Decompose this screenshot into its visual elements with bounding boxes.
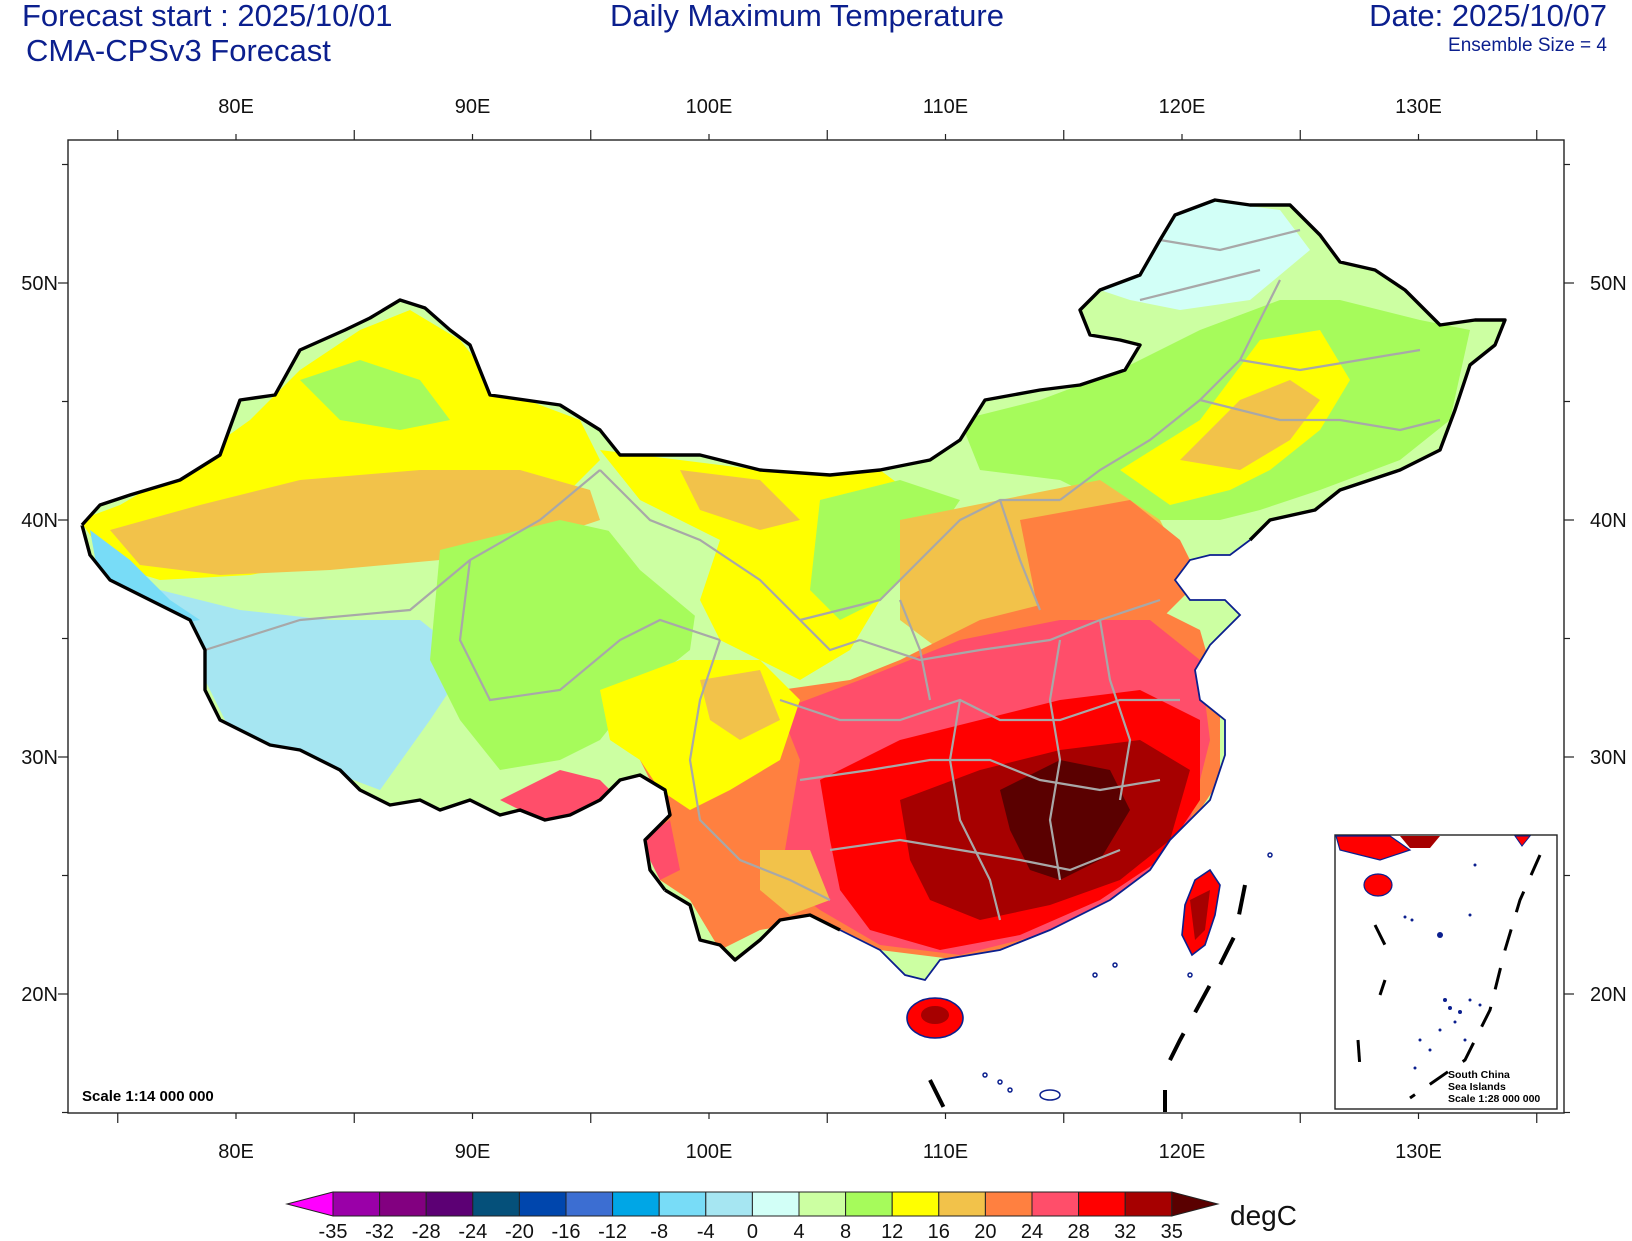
latitude-labels: 50N 50N 40N 40N 30N 30N 20N 20N: [21, 273, 1626, 1006]
small-islands: [982, 852, 1273, 1101]
lon-label-bottom: 100E: [686, 1141, 733, 1163]
colorbar-level-label: -8: [650, 1221, 668, 1241]
axis-ticks: [58, 130, 1574, 1123]
inset-label-line-3: Scale 1:28 000 000: [1448, 1093, 1540, 1105]
colorbar-swatch: [1078, 1191, 1126, 1217]
lat-label-left: 40N: [21, 510, 58, 532]
colorbar-unit: degC: [1230, 1200, 1297, 1231]
colorbar-swatch: [1031, 1191, 1080, 1217]
colorbar-level-label: 24: [1021, 1221, 1043, 1241]
lon-label-bottom: 120E: [1159, 1141, 1206, 1163]
colorbar-low-arrow: [285, 1191, 334, 1217]
colorbar-swatch: [658, 1191, 707, 1217]
colorbar-level-label: 32: [1114, 1221, 1136, 1241]
colorbar-swatch: [612, 1191, 660, 1217]
colorbar-level-label: -20: [505, 1221, 534, 1241]
colorbar-level-label: 35: [1161, 1221, 1183, 1241]
lon-label-top: 80E: [218, 96, 254, 118]
valid-date-text: Date: 2025/10/07: [1369, 0, 1607, 33]
colorbar-swatch: [984, 1191, 1033, 1217]
colorbar-level-label: -16: [552, 1221, 581, 1241]
colorbar-level-label: -28: [412, 1221, 441, 1241]
inset-label-line-1: South China: [1448, 1069, 1510, 1081]
colorbar-swatch: [518, 1191, 567, 1217]
colorbar-swatch: [798, 1191, 847, 1217]
lat-label-left: 50N: [21, 273, 58, 295]
colorbar-swatch: [379, 1191, 427, 1217]
colorbar-swatch: [472, 1191, 520, 1217]
colorbar-high-arrow: [1171, 1191, 1220, 1217]
colorbar-swatch: [751, 1191, 800, 1217]
lat-label-right: 40N: [1590, 510, 1627, 532]
lat-label-left: 20N: [21, 984, 58, 1006]
lon-label-bottom: 130E: [1395, 1141, 1442, 1163]
lon-label-top: 100E: [686, 96, 733, 118]
lon-label-top: 110E: [923, 96, 968, 118]
lon-label-top: 130E: [1395, 96, 1442, 118]
lon-label-bottom: 110E: [923, 1141, 968, 1163]
province-boundaries: [204, 228, 1441, 921]
forecast-start-text: Forecast start : 2025/10/01: [22, 0, 393, 33]
coastline: [839, 539, 1251, 982]
inset-label-line-2: Sea Islands: [1448, 1081, 1506, 1093]
colorbar-level-label: -35: [319, 1221, 348, 1241]
colorbar-swatch: [1124, 1191, 1173, 1217]
colorbar-swatch: [891, 1191, 940, 1217]
national-border: [80, 198, 1507, 962]
lat-label-right: 50N: [1590, 273, 1627, 295]
model-name-text: CMA-CPSv3 Forecast: [26, 33, 331, 68]
colorbar-level-label: -4: [697, 1221, 715, 1241]
scale-label: Scale 1:14 000 000: [82, 1088, 214, 1105]
colorbar-swatch: [332, 1191, 381, 1217]
lon-label-bottom: 90E: [455, 1141, 491, 1163]
maritime-dash-line: [928, 884, 1247, 1112]
colorbar-level-label: 16: [928, 1221, 950, 1241]
colorbar-level-label: 8: [840, 1221, 851, 1241]
colorbar: -35 -32 -28 -24 -20 -16 -12 -8 -4 0 4 8 12 16 20 24 28 32…: [285, 1191, 1220, 1241]
lat-label-left: 30N: [21, 747, 58, 769]
colorbar-level-label: 4: [793, 1221, 804, 1241]
lon-label-bottom: 80E: [218, 1141, 254, 1163]
colorbar-swatch: [425, 1191, 474, 1217]
colorbar-level-label: -24: [458, 1221, 487, 1241]
lon-label-top: 90E: [455, 96, 491, 118]
lat-label-right: 20N: [1590, 984, 1627, 1006]
colorbar-level-label: -32: [365, 1221, 394, 1241]
south-china-sea-inset: South China Sea Islands Scale 1:28 000 0…: [1334, 834, 1558, 1110]
colorbar-level-label: 28: [1067, 1221, 1089, 1241]
colorbar-swatch: [705, 1191, 753, 1217]
map-title: Daily Maximum Temperature: [610, 0, 1004, 33]
colorbar-swatch: [845, 1191, 893, 1217]
lat-label-right: 30N: [1590, 747, 1627, 769]
ensemble-size-text: Ensemble Size = 4: [1448, 35, 1607, 56]
longitude-labels: 80E 80E 90E 90E 100E 100E 110E 110E 120E 120E 130E…: [218, 96, 1442, 1163]
colorbar-level-label: 0: [747, 1221, 758, 1241]
lon-label-top: 120E: [1159, 96, 1206, 118]
colorbar-level-label: 20: [974, 1221, 996, 1241]
colorbar-level-label: -12: [598, 1221, 627, 1241]
colorbar-level-label: 12: [881, 1221, 903, 1241]
colorbar-swatch: [938, 1191, 986, 1217]
hainan-island: [907, 998, 963, 1038]
colorbar-swatch: [565, 1191, 614, 1217]
